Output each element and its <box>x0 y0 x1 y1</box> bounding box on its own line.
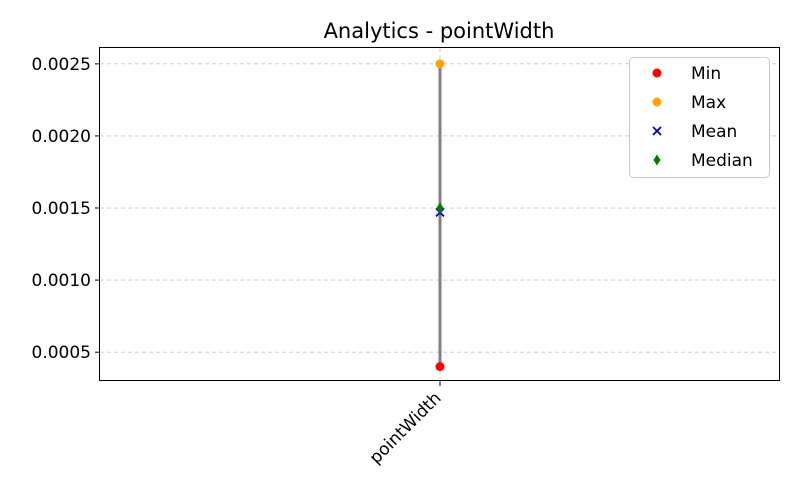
y-tick-label: 0.0015 <box>32 199 91 219</box>
x-tick-label: pointWidth <box>366 388 446 468</box>
point-min <box>435 362 445 372</box>
point-median <box>436 202 444 214</box>
legend-marker-median <box>653 154 661 166</box>
legend-label: Min <box>691 64 721 84</box>
y-tick-label: 0.0010 <box>32 271 91 291</box>
legend-marker-min <box>652 68 662 78</box>
legend-label: Mean <box>691 122 737 142</box>
legend-label: Median <box>691 151 753 171</box>
legend-marker-max <box>652 97 662 107</box>
x-axis: pointWidth <box>366 381 446 468</box>
y-axis: 0.0005 0.0010 0.0015 0.0020 0.0025 <box>32 55 100 363</box>
point-max <box>435 59 445 69</box>
legend-label: Max <box>691 93 726 113</box>
plot-frame <box>99 47 780 381</box>
y-tick-label: 0.0025 <box>32 55 91 75</box>
legend-marker-mean <box>652 126 662 136</box>
y-tick-label: 0.0005 <box>32 343 91 363</box>
legend: Min Max Mean Median <box>629 57 770 178</box>
data-marks <box>435 59 445 372</box>
legend-box <box>629 57 770 178</box>
chart-title: Analytics - pointWidth <box>324 19 555 43</box>
y-tick-label: 0.0020 <box>32 127 91 147</box>
